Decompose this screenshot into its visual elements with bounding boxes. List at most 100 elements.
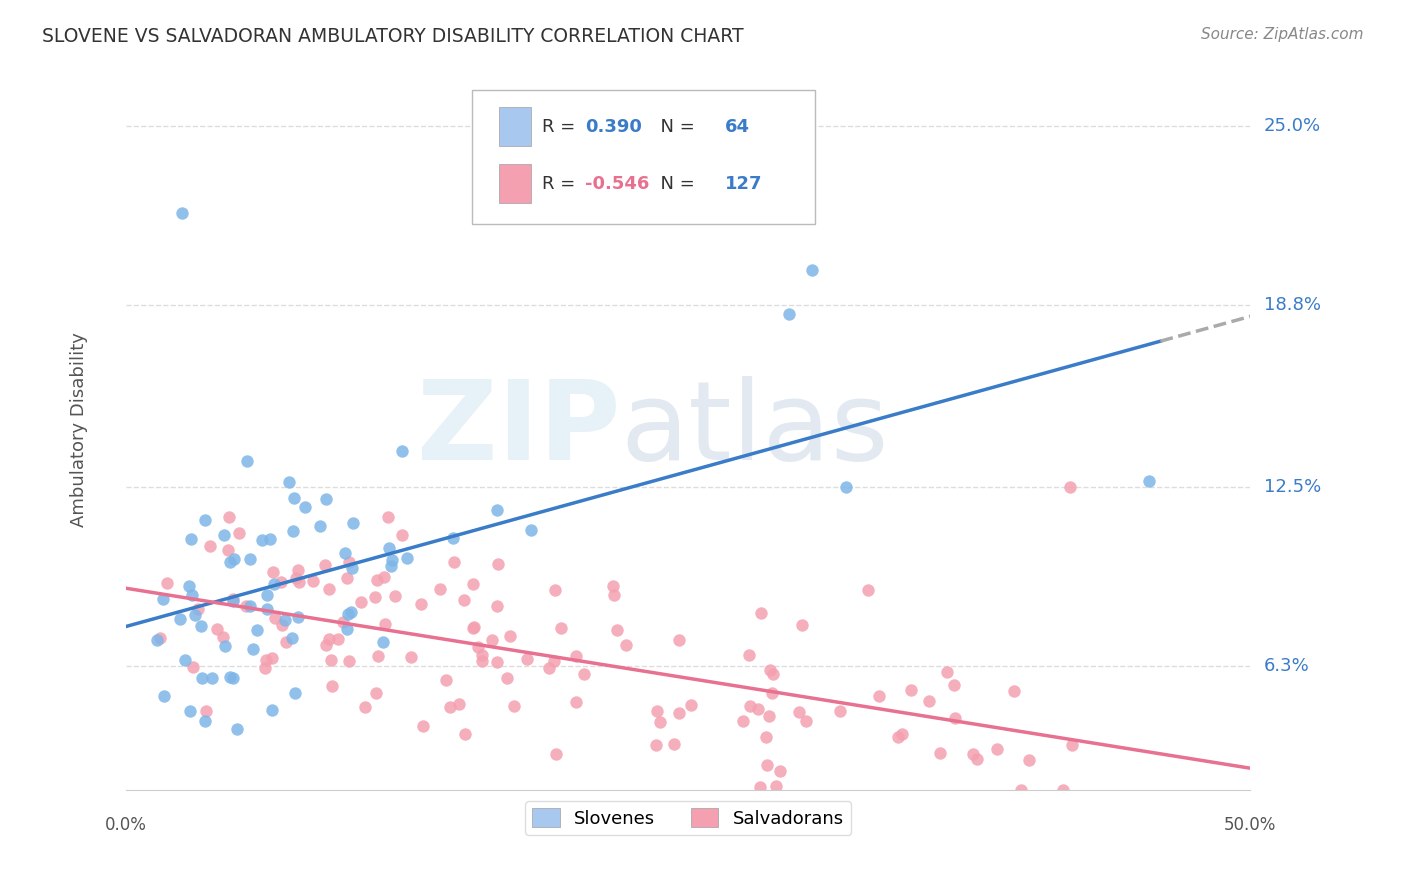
Point	[174, 653, 197, 667]
Point	[648, 714, 671, 729]
Text: N =: N =	[648, 175, 700, 193]
Point	[550, 621, 572, 635]
FancyBboxPatch shape	[499, 107, 531, 146]
Point	[169, 612, 191, 626]
Point	[606, 624, 628, 638]
FancyBboxPatch shape	[472, 90, 815, 224]
Point	[194, 714, 217, 728]
Point	[789, 705, 811, 719]
Point	[205, 622, 228, 636]
Point	[340, 561, 363, 575]
Point	[152, 689, 174, 703]
Point	[614, 638, 637, 652]
Point	[336, 623, 359, 637]
Text: N =: N =	[648, 118, 700, 136]
Text: Ambulatory Disability: Ambulatory Disability	[70, 332, 87, 526]
Point	[461, 576, 484, 591]
Point	[1018, 753, 1040, 767]
Point	[342, 516, 364, 530]
Point	[200, 671, 222, 685]
Point	[886, 730, 908, 744]
Point	[1052, 782, 1074, 797]
Point	[287, 610, 309, 624]
Point	[256, 601, 278, 615]
Point	[761, 685, 783, 699]
Point	[738, 698, 761, 713]
Text: Source: ZipAtlas.com: Source: ZipAtlas.com	[1201, 27, 1364, 42]
Point	[485, 656, 508, 670]
Point	[246, 624, 269, 638]
Point	[283, 491, 305, 506]
Point	[239, 599, 262, 614]
Point	[183, 607, 205, 622]
Point	[943, 678, 966, 692]
Point	[366, 573, 388, 587]
Point	[309, 519, 332, 533]
Point	[284, 571, 307, 585]
Point	[486, 599, 509, 613]
Point	[544, 582, 567, 597]
Point	[602, 579, 624, 593]
Point	[264, 610, 287, 624]
Point	[749, 606, 772, 620]
Point	[364, 686, 387, 700]
Text: 127: 127	[725, 175, 763, 193]
Point	[485, 502, 508, 516]
Point	[755, 758, 778, 772]
Point	[645, 738, 668, 752]
Point	[1137, 474, 1160, 488]
Point	[759, 663, 782, 677]
Point	[318, 582, 340, 597]
Point	[935, 665, 957, 680]
Text: 6.3%: 6.3%	[1264, 657, 1309, 674]
Point	[868, 689, 890, 703]
Point	[747, 701, 769, 715]
Point	[1062, 739, 1084, 753]
Text: 50.0%: 50.0%	[1225, 815, 1277, 834]
Point	[520, 523, 543, 537]
Point	[381, 553, 404, 567]
Point	[498, 629, 520, 643]
Point	[198, 539, 221, 553]
Point	[471, 654, 494, 668]
Point	[943, 711, 966, 725]
Point	[156, 576, 179, 591]
Point	[219, 555, 242, 569]
Point	[180, 532, 202, 546]
Point	[434, 673, 457, 688]
Point	[146, 633, 169, 648]
Point	[378, 541, 401, 555]
Point	[172, 206, 194, 220]
Point	[217, 542, 239, 557]
Point	[834, 480, 856, 494]
Point	[516, 651, 538, 665]
Point	[443, 555, 465, 569]
Point	[339, 605, 361, 619]
Point	[259, 532, 281, 546]
Point	[645, 704, 668, 718]
Point	[337, 555, 360, 569]
Point	[335, 546, 357, 560]
Point	[319, 653, 342, 667]
Point	[769, 764, 792, 779]
Point	[301, 574, 323, 588]
Point	[900, 683, 922, 698]
Point	[250, 533, 273, 547]
Point	[858, 582, 880, 597]
Point	[337, 607, 360, 621]
Point	[471, 648, 494, 662]
Point	[221, 671, 243, 685]
Point	[314, 558, 336, 573]
Point	[572, 667, 595, 681]
Point	[565, 695, 588, 709]
Point	[187, 602, 209, 616]
Point	[391, 527, 413, 541]
Point	[194, 513, 217, 527]
Point	[384, 589, 406, 603]
Point	[270, 618, 292, 632]
Point	[179, 579, 201, 593]
Point	[239, 552, 262, 566]
Point	[281, 524, 304, 538]
Point	[966, 752, 988, 766]
Point	[758, 708, 780, 723]
